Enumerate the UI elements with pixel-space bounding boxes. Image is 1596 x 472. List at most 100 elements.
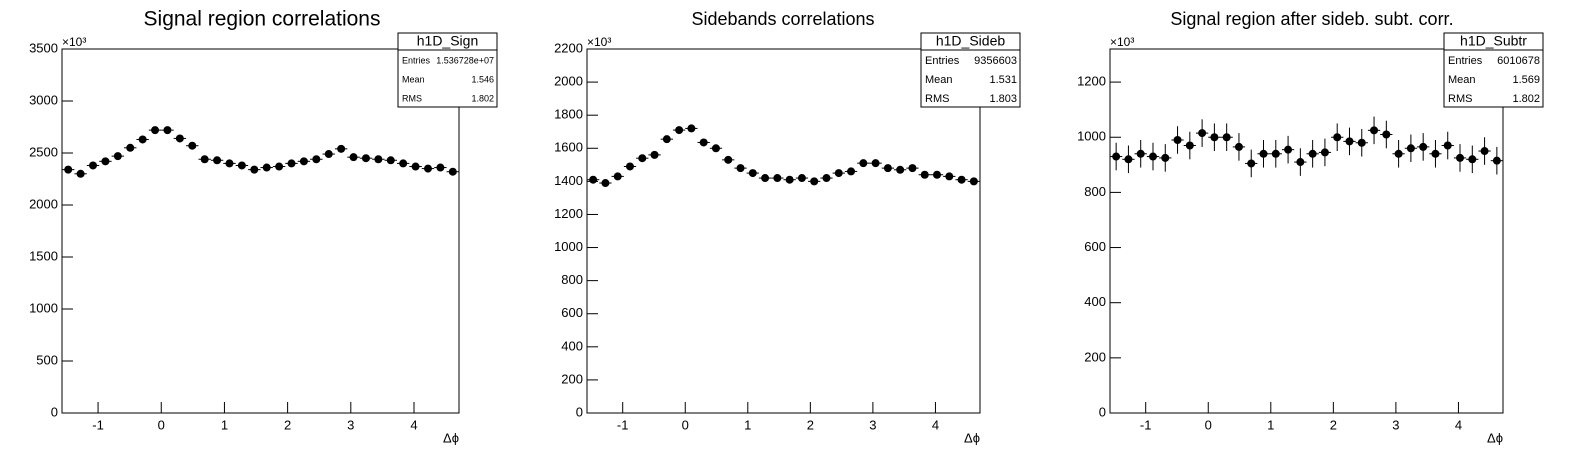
data-point (1492, 156, 1501, 165)
data-point (374, 155, 383, 164)
stats-name: h1D_Sign (417, 33, 479, 49)
data-point (675, 126, 684, 135)
data-point (324, 150, 333, 159)
data-point (349, 153, 358, 162)
data-point (1394, 149, 1403, 158)
x-tick-label: -1 (92, 417, 104, 432)
x-tick-label: 4 (932, 417, 939, 432)
data-point (1234, 142, 1243, 151)
x-tick-label: 1 (1267, 417, 1274, 432)
x-tick-label: 3 (347, 417, 354, 432)
x-tick-label: 1 (221, 417, 228, 432)
stats-value: 1.531 (989, 74, 1017, 86)
y-tick-label: 200 (1084, 349, 1106, 364)
data-point (908, 164, 917, 173)
data-point (810, 177, 819, 186)
data-point (1370, 126, 1379, 135)
x-tick-label: 0 (682, 417, 689, 432)
data-point (237, 161, 246, 170)
y-multiplier: ×10³ (62, 35, 86, 49)
x-tick-label: 0 (158, 417, 165, 432)
data-point (1161, 153, 1170, 162)
y-tick-label: 1000 (29, 300, 58, 315)
data-point (1468, 155, 1477, 164)
x-tick-label: 3 (869, 417, 876, 432)
data-point (175, 134, 184, 143)
y-tick-label: 600 (1084, 239, 1106, 254)
x-tick-label: 3 (1392, 417, 1399, 432)
data-point (1480, 147, 1489, 156)
plot-frame (586, 48, 981, 414)
stats-value: 1.803 (989, 93, 1017, 105)
data-point (822, 174, 831, 183)
data-point (213, 156, 222, 165)
data-point (650, 150, 659, 159)
stats-label: Mean (1448, 74, 1476, 86)
data-point (662, 135, 671, 144)
y-tick-label: 1000 (554, 239, 583, 254)
data-point (1431, 149, 1440, 158)
y-tick-label: 400 (1084, 294, 1106, 309)
data-point (138, 135, 147, 144)
stats-label: Mean (402, 74, 425, 84)
y-tick-label: 2200 (554, 40, 583, 55)
x-tick-label: 2 (1330, 417, 1337, 432)
data-point (638, 154, 647, 163)
data-point (436, 163, 445, 172)
data-point (89, 161, 98, 170)
x-axis-label: Δϕ (1487, 430, 1503, 445)
data-point (101, 157, 110, 166)
data-point (361, 154, 370, 163)
data-point (1173, 136, 1182, 144)
data-point (225, 159, 234, 168)
stats-value: 1.546 (471, 74, 494, 84)
data-point (1296, 158, 1305, 167)
data-point (601, 179, 610, 188)
x-tick-label: 4 (410, 417, 417, 432)
data-point (113, 152, 122, 161)
data-point (834, 169, 843, 178)
stats-label: RMS (1448, 93, 1472, 105)
data-point (1112, 152, 1121, 161)
y-tick-label: 500 (36, 352, 58, 367)
data-point (1333, 133, 1342, 142)
data-point (773, 174, 782, 183)
y-tick-label: 1600 (554, 140, 583, 155)
data-point (1382, 130, 1391, 139)
data-point (1210, 133, 1219, 142)
x-tick-label: 2 (284, 417, 291, 432)
stats-label: Mean (925, 74, 953, 86)
data-point (337, 144, 346, 153)
y-tick-label: 2500 (29, 144, 58, 159)
y-tick-label: 800 (1084, 184, 1106, 199)
x-tick-label: -1 (617, 417, 629, 432)
data-point (1271, 149, 1280, 158)
stats-value: 1.569 (1512, 74, 1540, 86)
y-tick-label: 0 (576, 404, 583, 419)
data-point (1345, 137, 1354, 146)
data-point (151, 126, 160, 135)
data-point (200, 155, 209, 164)
plot-frame (1109, 48, 1504, 414)
data-point (1357, 138, 1366, 147)
chart-title: Sidebands correlations (691, 9, 874, 29)
stats-name: h1D_Subtr (1460, 33, 1527, 49)
y-tick-label: 2000 (554, 74, 583, 89)
data-point (1320, 148, 1329, 157)
stats-value: 1.536728e+07 (436, 55, 494, 65)
y-tick-label: 200 (561, 371, 583, 386)
y-tick-label: 0 (1099, 404, 1106, 419)
stats-value: 1.802 (1512, 93, 1540, 105)
y-tick-label: 1800 (554, 107, 583, 122)
stats-label: Entries (402, 55, 431, 65)
data-point (250, 165, 259, 174)
data-point (589, 175, 598, 184)
y-tick-label: 800 (561, 272, 583, 287)
data-point (883, 164, 892, 173)
data-point (859, 159, 868, 168)
y-tick-label: 2000 (29, 196, 58, 211)
data-point (699, 138, 708, 147)
y-tick-label: 1000 (1077, 129, 1106, 144)
stats-label: RMS (925, 93, 949, 105)
stats-label: RMS (402, 93, 422, 103)
